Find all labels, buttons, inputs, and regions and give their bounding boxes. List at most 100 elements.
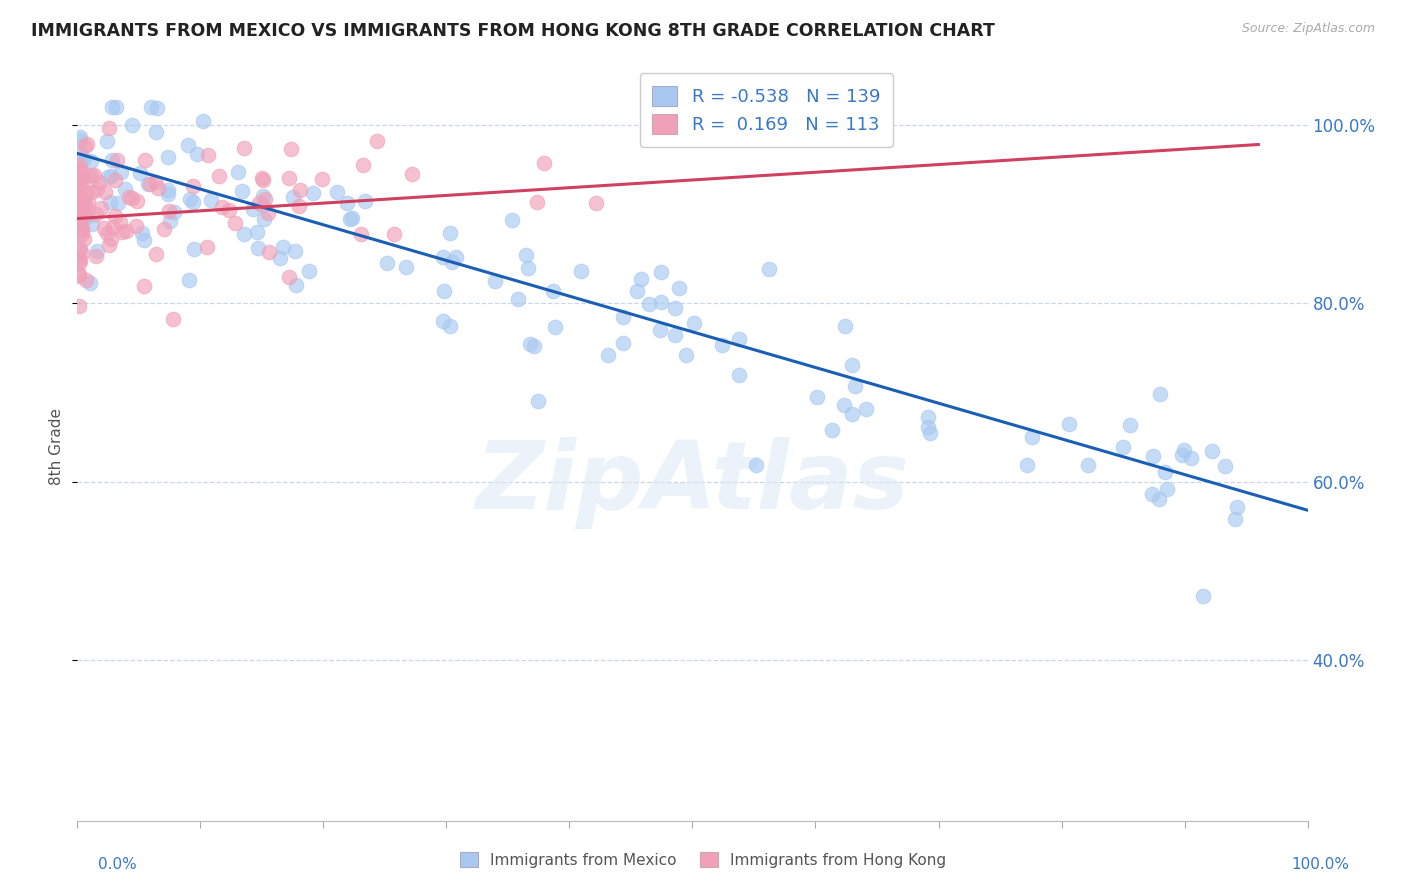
Point [917, 409, 939, 424]
Point [598, 348, 620, 362]
Point [156, 183, 179, 197]
Point [82, 218, 104, 232]
Point [69, 130, 91, 145]
Point [1201, 444, 1223, 458]
Point [211, 200, 233, 214]
Point [585, 196, 607, 211]
Point [73, 209, 96, 223]
Point [285, 278, 308, 293]
Point [543, 284, 565, 298]
Point [181, 194, 204, 209]
Point [80, 153, 103, 168]
Point [224, 216, 246, 230]
Point [231, 184, 253, 198]
Point [200, 194, 222, 208]
Point [280, 142, 302, 156]
Point [626, 284, 648, 298]
Point [70, 210, 93, 224]
Point [1142, 449, 1164, 463]
Point [146, 101, 169, 115]
Point [70, 224, 93, 238]
Point [283, 190, 305, 204]
Point [67, 197, 90, 211]
Point [73, 139, 96, 153]
Point [84, 249, 107, 263]
Point [72, 232, 94, 246]
Point [69, 133, 91, 147]
Point [664, 301, 686, 316]
Point [72, 193, 94, 207]
Point [233, 227, 256, 241]
Point [1191, 589, 1213, 603]
Point [69, 193, 91, 207]
Point [252, 198, 274, 212]
Point [125, 219, 148, 234]
Point [523, 339, 546, 353]
Point [302, 186, 325, 201]
Point [1156, 482, 1178, 496]
Point [439, 226, 461, 240]
Point [145, 125, 167, 139]
Point [115, 224, 138, 238]
Point [506, 292, 529, 306]
Point [157, 204, 180, 219]
Point [242, 202, 264, 217]
Point [354, 194, 377, 208]
Y-axis label: 8th Grade: 8th Grade [49, 408, 65, 484]
Point [67, 170, 90, 185]
Point [100, 195, 122, 210]
Point [278, 171, 301, 186]
Point [73, 187, 96, 202]
Point [917, 420, 939, 434]
Point [758, 262, 780, 277]
Point [197, 148, 219, 162]
Point [339, 211, 361, 226]
Point [501, 213, 523, 227]
Point [100, 153, 122, 167]
Point [1171, 449, 1194, 463]
Point [157, 150, 180, 164]
Point [340, 211, 363, 226]
Point [159, 214, 181, 228]
Point [1017, 458, 1039, 472]
Point [271, 240, 294, 254]
Point [728, 332, 751, 346]
Point [519, 337, 541, 351]
Point [67, 219, 90, 233]
Point [67, 180, 90, 194]
Point [73, 204, 96, 219]
Point [76, 136, 98, 151]
Text: IMMIGRANTS FROM MEXICO VS IMMIGRANTS FROM HONG KONG 8TH GRADE CORRELATION CHART: IMMIGRANTS FROM MEXICO VS IMMIGRANTS FRO… [31, 22, 995, 40]
Point [98, 237, 121, 252]
Point [664, 327, 686, 342]
Point [612, 336, 634, 351]
Point [76, 210, 98, 224]
Point [146, 181, 169, 195]
Text: 0.0%: 0.0% [98, 857, 138, 872]
Point [277, 270, 299, 285]
Point [1119, 417, 1142, 432]
Point [675, 348, 697, 362]
Point [139, 100, 162, 114]
Point [77, 169, 100, 184]
Point [67, 255, 90, 269]
Point [69, 203, 91, 218]
Point [86, 244, 108, 258]
Point [218, 203, 240, 218]
Point [67, 180, 90, 194]
Point [668, 281, 690, 295]
Point [208, 169, 231, 184]
Point [375, 256, 398, 270]
Point [70, 197, 93, 211]
Point [544, 320, 567, 334]
Point [152, 222, 174, 236]
Point [80, 168, 103, 182]
Point [67, 207, 90, 221]
Point [72, 221, 94, 235]
Point [105, 100, 128, 114]
Point [284, 244, 307, 258]
Point [90, 202, 112, 216]
Point [75, 196, 97, 211]
Point [104, 173, 127, 187]
Point [526, 194, 548, 209]
